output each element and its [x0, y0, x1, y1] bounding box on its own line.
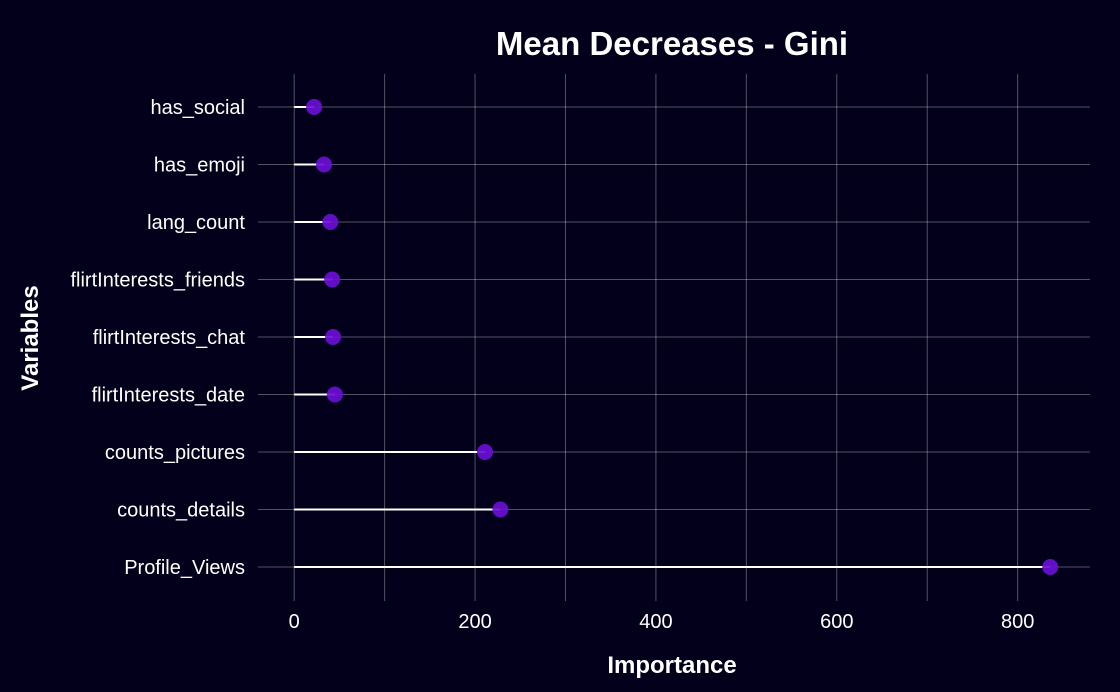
lollipop-point	[492, 501, 509, 518]
y-tick-label: has_emoji	[154, 155, 245, 177]
lollipop-point	[325, 329, 342, 345]
x-tick-label: 800	[1001, 611, 1034, 633]
x-axis-title: Importance	[607, 652, 736, 679]
y-tick-labels: has_social has_emoji lang_count flirtIntere…	[70, 97, 245, 579]
x-tick-label: 200	[458, 611, 491, 633]
y-tick-label: flirtInterests_friends	[70, 270, 245, 292]
lollipop-point	[324, 271, 341, 288]
y-tick-label: counts_pictures	[105, 442, 245, 464]
y-tick-label: Profile_Views	[124, 557, 245, 579]
y-axis-title: Variables	[17, 285, 44, 390]
lollipop-point	[316, 156, 333, 173]
y-tick-label: lang_count	[147, 212, 245, 234]
y-tick-label: counts_details	[117, 500, 245, 522]
y-tick-label: flirtInterests_chat	[93, 327, 246, 349]
lollipop-point	[1042, 559, 1059, 575]
grid-layer	[258, 74, 1090, 601]
point-layer	[306, 99, 1059, 575]
y-tick-label: flirtInterests_date	[92, 385, 245, 407]
x-tick-label: 400	[639, 611, 672, 633]
lollipop-point	[322, 214, 339, 230]
lollipop-point	[306, 99, 323, 115]
x-tick-labels: 0 200 400 600 800	[289, 611, 1035, 633]
lollipop-point	[326, 386, 343, 403]
y-tick-label: has_social	[150, 97, 245, 119]
chart-title: Mean Decreases - Gini	[496, 25, 848, 62]
lollipop-point	[476, 444, 493, 460]
x-tick-label: 0	[289, 611, 300, 633]
x-tick-label: 600	[820, 611, 853, 633]
